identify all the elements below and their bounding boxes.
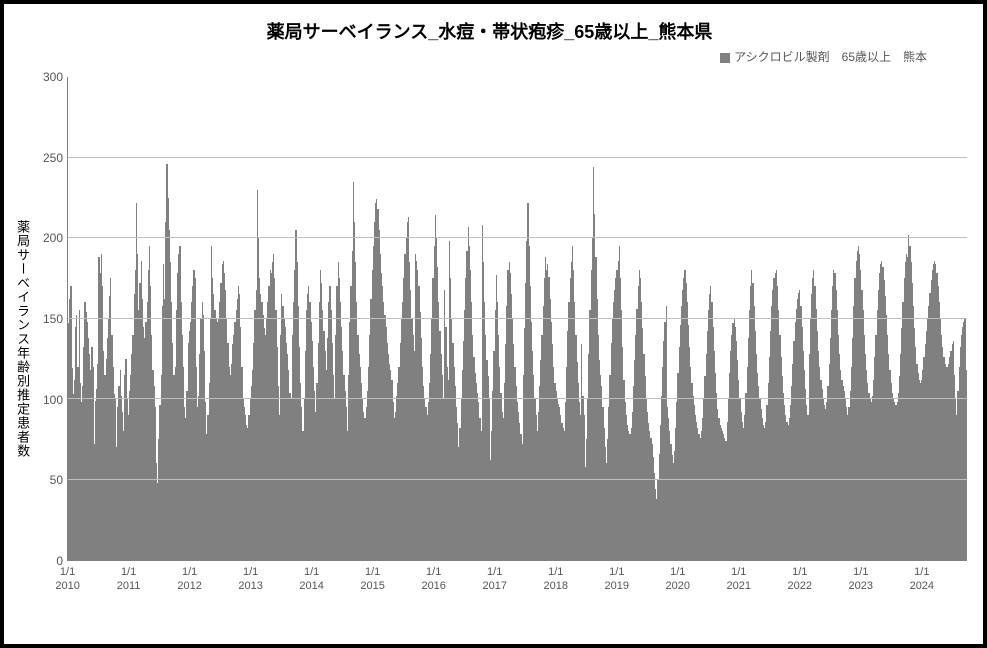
x-tick-label: 1/12024 xyxy=(910,565,934,594)
plot-area xyxy=(67,77,967,561)
y-axis-label: 薬局サーベイランス年齢別推定患者数 xyxy=(12,69,32,609)
x-tick-label: 1/12021 xyxy=(727,565,751,594)
y-tick-label: 200 xyxy=(43,231,63,245)
x-tick-label: 1/12023 xyxy=(849,565,873,594)
y-axis-label-text: 薬局サーベイランス年齢別推定患者数 xyxy=(15,220,29,458)
x-tick-label: 1/12015 xyxy=(360,565,384,594)
legend: アシクロビル製剤 65歳以上 熊本 xyxy=(12,48,967,65)
x-tick-label: 1/12019 xyxy=(604,565,628,594)
chart-row: 薬局サーベイランス年齢別推定患者数 050100150200250300 1/1… xyxy=(12,69,967,609)
x-tick-label: 1/12016 xyxy=(421,565,445,594)
x-tick-label: 1/12017 xyxy=(482,565,506,594)
gridline xyxy=(68,479,967,480)
x-tick-label: 1/12011 xyxy=(117,565,141,594)
gridline xyxy=(68,237,967,238)
x-tick-label: 1/12012 xyxy=(177,565,201,594)
y-tick-label: 150 xyxy=(43,312,63,326)
x-tick-label: 1/12020 xyxy=(666,565,690,594)
plot-wrap: 1/120101/120111/120121/120131/120141/120… xyxy=(67,69,967,609)
y-tick-label: 100 xyxy=(43,393,63,407)
x-tick-label: 1/12010 xyxy=(55,565,79,594)
gridline xyxy=(68,157,967,158)
y-tick-label: 300 xyxy=(43,70,63,84)
x-tick-label: 1/12022 xyxy=(788,565,812,594)
y-ticks: 050100150200250300 xyxy=(32,69,67,609)
x-tick-label: 1/12014 xyxy=(299,565,323,594)
chart-title: 薬局サーベイランス_水痘・帯状疱疹_65歳以上_熊本県 xyxy=(12,18,967,44)
legend-swatch xyxy=(720,53,730,63)
legend-text: アシクロビル製剤 65歳以上 熊本 xyxy=(734,50,927,64)
gridline xyxy=(68,318,967,319)
y-tick-label: 50 xyxy=(50,473,63,487)
x-tick-label: 1/12013 xyxy=(238,565,262,594)
x-axis: 1/120101/120111/120121/120131/120141/120… xyxy=(67,561,967,609)
y-tick-label: 250 xyxy=(43,151,63,165)
gridline xyxy=(68,398,967,399)
x-tick-label: 1/12018 xyxy=(543,565,567,594)
bars-container xyxy=(68,77,967,560)
chart-frame: 薬局サーベイランス_水痘・帯状疱疹_65歳以上_熊本県 アシクロビル製剤 65歳… xyxy=(0,0,987,648)
